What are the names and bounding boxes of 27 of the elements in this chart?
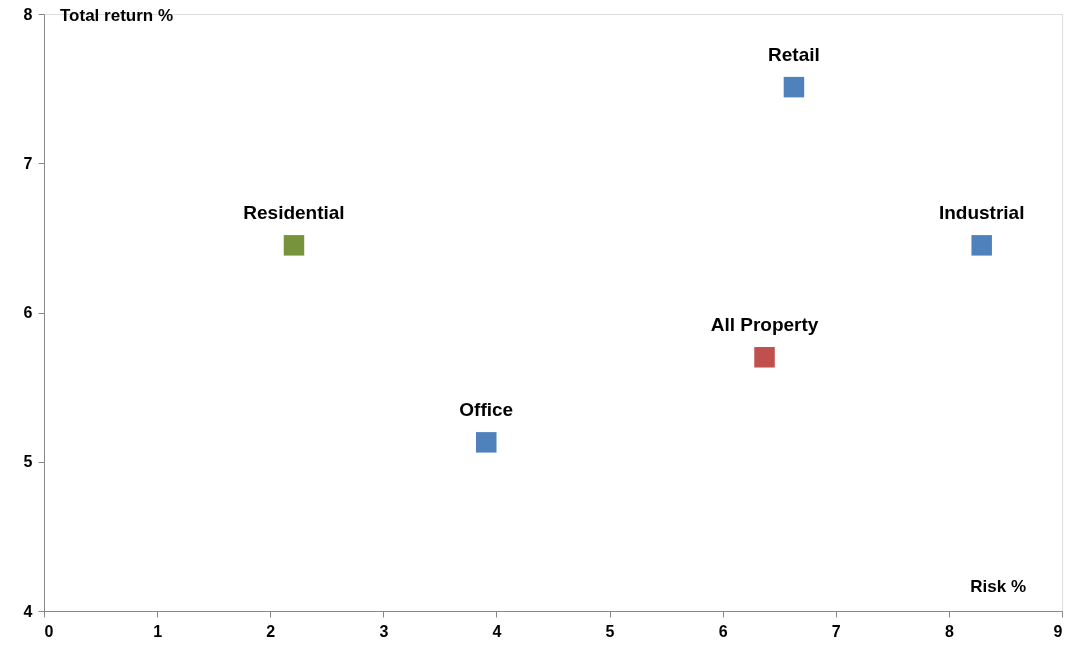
x-tick-label: 8 (944, 622, 954, 640)
y-tick-label: 5 (23, 453, 33, 471)
y-tick-label: 7 (23, 154, 33, 172)
series-label: All Property (710, 314, 819, 336)
y-tick-label: 6 (23, 304, 33, 321)
x-tick-label: 1 (153, 622, 163, 640)
x-tick-label: 2 (266, 622, 276, 640)
y-axis-title: Total return % (60, 6, 174, 25)
point (783, 76, 805, 98)
x-tick-label: 9 (1053, 622, 1063, 640)
y-tick-label: 4 (23, 602, 33, 620)
y-tick-label: 8 (23, 5, 33, 23)
x-tick-label: 7 (831, 622, 841, 640)
point (754, 347, 775, 368)
x-tick-label: 5 (605, 622, 615, 640)
series-label: Office (459, 399, 514, 421)
x-axis-title: Risk % (970, 577, 1026, 596)
point (283, 235, 305, 256)
series-label: Retail (768, 44, 820, 66)
point (971, 235, 992, 256)
series-label: Residential (243, 202, 345, 224)
x-tick-label: 4 (492, 622, 502, 640)
point (476, 432, 497, 453)
series-label: Industrial (938, 202, 1025, 224)
x-tick-label: 0 (44, 622, 54, 640)
x-tick-label: 3 (379, 622, 389, 640)
x-tick-label: 6 (718, 622, 728, 640)
